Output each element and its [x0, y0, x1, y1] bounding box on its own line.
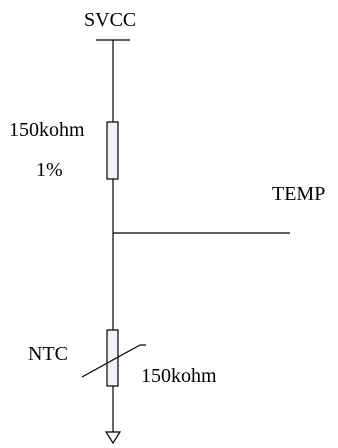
top-resistor	[106, 121, 119, 180]
ntc-slash	[81, 344, 141, 378]
ntc-name-label: NTC	[28, 343, 68, 365]
temp-net-label: TEMP	[272, 183, 325, 205]
supply-label: SVCC	[84, 9, 136, 31]
top-resistor-tolerance: 1%	[36, 159, 63, 181]
top-resistor-value: 150kohm	[9, 119, 85, 141]
ntc-value-label: 150kohm	[141, 365, 217, 387]
ground-icon	[104, 431, 122, 445]
